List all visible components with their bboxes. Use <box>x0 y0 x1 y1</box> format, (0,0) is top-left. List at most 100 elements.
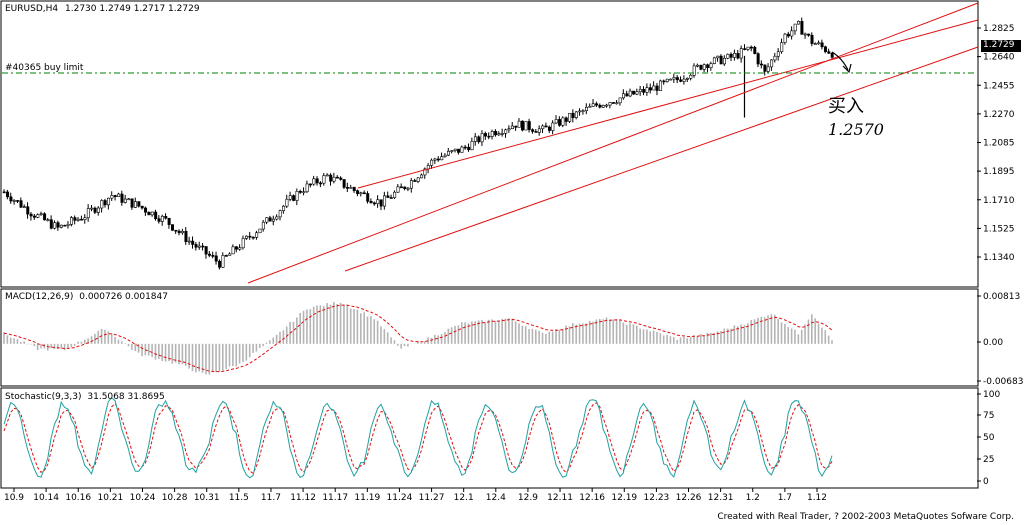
x-tick-label: 12.16 <box>579 493 605 503</box>
candle-body <box>366 193 370 202</box>
candle-body <box>823 46 827 52</box>
candle-body <box>736 53 740 59</box>
candle-body <box>659 80 663 91</box>
candle-body <box>170 224 174 231</box>
price-tick-label: 1.1340 <box>983 253 1015 263</box>
candle-body <box>120 193 124 203</box>
candle-body <box>208 253 212 256</box>
candle-body <box>635 91 639 95</box>
candle-body <box>409 180 413 189</box>
candle-body <box>780 42 784 53</box>
candle-body <box>729 53 733 58</box>
candle-body <box>416 177 420 182</box>
candle-body <box>497 133 501 136</box>
price-tick-label: 1.2085 <box>983 139 1015 149</box>
macd-title: MACD(12,26,9) 0.000726 0.001847 <box>5 292 168 302</box>
macd-values: 0.000726 0.001847 <box>79 292 168 302</box>
candle-body <box>312 178 316 185</box>
annotation-text-price: 1.2570 <box>828 120 884 139</box>
x-tick-label: 11.12 <box>290 493 316 503</box>
candle-body <box>702 64 706 70</box>
candle-body <box>790 30 794 37</box>
current-price-label: 1.2729 <box>983 40 1015 50</box>
channel-lower-line[interactable] <box>344 46 979 272</box>
candle-body <box>258 228 262 234</box>
stochastic-panel[interactable] <box>0 387 979 489</box>
candle-body <box>339 177 343 180</box>
x-tick-label: 1.7 <box>778 493 792 503</box>
stoch-tick-label: 0 <box>983 477 989 487</box>
channel-upper-line[interactable] <box>247 2 979 284</box>
candle-body <box>517 120 521 128</box>
candle-body <box>83 217 87 220</box>
candle-body <box>130 198 134 208</box>
candle-body <box>793 23 797 32</box>
macd-signal-line <box>3 304 833 373</box>
candle-body <box>561 117 565 126</box>
candle-body <box>36 214 40 218</box>
candle-body <box>665 78 669 82</box>
candle-body <box>773 55 777 61</box>
candle-body <box>197 245 201 248</box>
candle-body <box>739 48 743 59</box>
current-price-box <box>981 40 1021 52</box>
x-tick-label: 12.31 <box>708 493 734 503</box>
candle-body <box>706 64 710 68</box>
macd-plot <box>3 302 833 375</box>
candle-body <box>440 156 444 161</box>
candle-body <box>265 217 269 223</box>
channel-middle-line[interactable] <box>357 19 979 189</box>
candle-body <box>662 80 666 83</box>
candle-body <box>32 215 36 218</box>
stoch-main-line <box>3 397 833 479</box>
axis-ticks: 1.2825 1.2640 1.2455 1.2270 1.2085 1.1895 1.17… <box>4 24 1023 503</box>
stoch-tick-label: 75 <box>983 411 994 421</box>
candle-body <box>763 64 767 72</box>
candle-body <box>807 33 811 36</box>
x-tick-label: 11.5 <box>229 493 249 503</box>
candle-body <box>463 146 467 149</box>
candle-body <box>453 148 457 151</box>
candle-body <box>810 34 814 44</box>
candle-body <box>514 125 518 128</box>
candle-body <box>622 93 626 99</box>
candle-body <box>433 158 437 161</box>
candle-body <box>672 77 676 80</box>
candle-body <box>541 125 545 130</box>
candle-body <box>743 48 747 50</box>
candle-body <box>107 197 111 206</box>
candle-body <box>39 213 43 216</box>
candle-body <box>49 219 53 229</box>
candle-body <box>386 195 390 198</box>
candle-body <box>29 213 33 217</box>
candle-body <box>329 174 333 182</box>
candle-body <box>127 198 131 201</box>
macd-panel[interactable] <box>0 288 979 387</box>
candle-body <box>362 192 366 195</box>
price-panel[interactable] <box>0 0 979 288</box>
candle-body <box>595 103 599 106</box>
candle-body <box>480 133 484 143</box>
candle-body <box>319 182 323 185</box>
price-tick-label: 1.2270 <box>983 110 1015 120</box>
price-tick-label: 1.2455 <box>983 81 1015 91</box>
candle-body <box>726 53 730 59</box>
candle-body <box>255 232 259 238</box>
candle-body <box>487 135 491 138</box>
candle-body <box>803 33 807 36</box>
candle-body <box>275 216 279 220</box>
candle-body <box>598 104 602 108</box>
candle-body <box>214 255 218 262</box>
price-tick-label: 1.1710 <box>983 196 1015 206</box>
candle-body <box>154 211 158 219</box>
candle-body <box>70 217 74 225</box>
candle-body <box>800 21 804 35</box>
x-tick-label: 11.17 <box>322 493 348 503</box>
x-tick-label: 12.19 <box>611 493 637 503</box>
candle-body <box>298 191 302 193</box>
candle-body <box>352 187 356 191</box>
candle-body <box>164 215 168 219</box>
candle-body <box>813 43 817 45</box>
candle-body <box>282 205 286 212</box>
